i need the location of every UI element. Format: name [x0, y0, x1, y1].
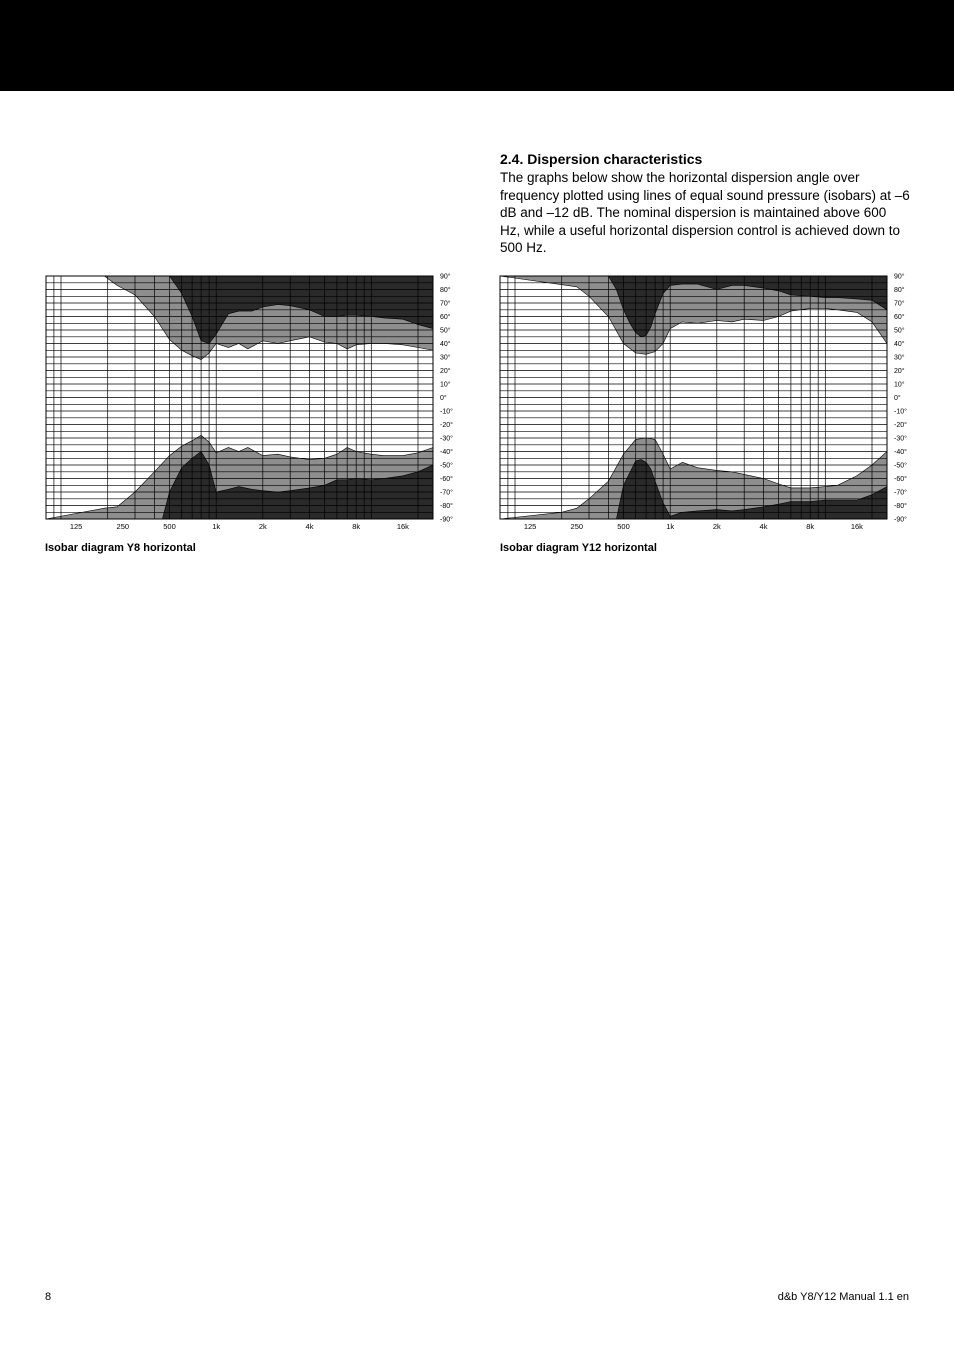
x-tick-label: 250: [117, 522, 130, 531]
y-tick-label: -50°: [894, 462, 907, 470]
isobar-chart-y8-svg: 90° 80° 70° 60° 50° 40° 30° 20° 10° 0° -10° -20° -30…: [45, 273, 453, 531]
x-tick-label: 125: [524, 522, 537, 531]
isobar-lower-minus6-region: [500, 459, 888, 520]
x-tick-label: 4k: [306, 522, 314, 531]
plot-frame: [499, 275, 888, 520]
x-tick-label: 500: [617, 522, 630, 531]
x-tick-label: 2k: [713, 522, 721, 531]
y-tick-label: 80°: [440, 286, 451, 294]
y-tick-label: -10°: [894, 408, 907, 416]
isobar-chart-y12: 90° 80° 70° 60° 50° 40° 30° 20° 10° 0° -10° -20° -30…: [494, 270, 914, 540]
isobar-lower-minus6-region: [46, 451, 434, 520]
page-number: 8: [45, 1291, 52, 1303]
y-tick-label: 90°: [440, 273, 451, 281]
y-tick-label: 20°: [440, 367, 451, 375]
x-tick-label: 1k: [666, 522, 674, 531]
y-tick-label: 70°: [894, 300, 905, 308]
y-tick-label: -10°: [440, 408, 453, 416]
y-tick-label: -80°: [440, 502, 453, 510]
x-tick-label: 8k: [352, 522, 360, 531]
x-tick-label: 1k: [212, 522, 220, 531]
y-tick-label: -70°: [894, 489, 907, 497]
y-tick-label: -20°: [440, 421, 453, 429]
y-tick-label: -30°: [894, 435, 907, 443]
document-title: d&b Y8/Y12 Manual 1.1 en: [777, 1291, 909, 1303]
y-tick-label: 60°: [894, 313, 905, 321]
y-tick-label: -60°: [894, 475, 907, 483]
y-tick-label: 90°: [894, 273, 905, 281]
y-tick-label: 80°: [894, 286, 905, 294]
y-tick-label: -80°: [894, 502, 907, 510]
header-bar: [0, 0, 954, 91]
y-tick-label: 40°: [440, 340, 451, 348]
y-tick-label: -60°: [440, 475, 453, 483]
plot-frame: [45, 275, 434, 520]
x-tick-label: 500: [163, 522, 176, 531]
x-tick-label: 4k: [760, 522, 768, 531]
x-tick-label: 16k: [851, 522, 863, 531]
y-tick-label: 40°: [894, 340, 905, 348]
y-tick-label: -90°: [440, 516, 453, 524]
y-tick-label: 20°: [894, 367, 905, 375]
y-tick-label: 0°: [440, 394, 447, 402]
x-tick-label: 8k: [806, 522, 814, 531]
y-tick-label: 0°: [894, 394, 901, 402]
x-tick-label: 125: [70, 522, 83, 531]
y-tick-label: -20°: [894, 421, 907, 429]
y-tick-label: 10°: [440, 381, 451, 389]
y-tick-label: -40°: [440, 448, 453, 456]
isobar-upper-minus6-region: [500, 275, 888, 338]
y-tick-label: 50°: [894, 327, 905, 335]
chart-caption-y8: Isobar diagram Y8 horizontal: [45, 542, 196, 554]
y-tick-label: -50°: [440, 462, 453, 470]
isobar-chart-y8: 90° 80° 70° 60° 50° 40° 30° 20° 10° 0° -10° -20° -30…: [40, 270, 460, 540]
y-tick-label: -30°: [440, 435, 453, 443]
x-tick-label: 250: [571, 522, 584, 531]
y-tick-label: 70°: [440, 300, 451, 308]
grid-lines: [499, 275, 887, 520]
isobar-chart-y12-svg: 90° 80° 70° 60° 50° 40° 30° 20° 10° 0° -10° -20° -30…: [499, 273, 907, 531]
y-tick-label: 10°: [894, 381, 905, 389]
y-tick-label: -70°: [440, 489, 453, 497]
y-tick-label: 30°: [894, 354, 905, 362]
x-tick-label: 16k: [397, 522, 409, 531]
section-dispersion: 2.4. Dispersion characteristics The grap…: [500, 150, 910, 257]
y-tick-label: 60°: [440, 313, 451, 321]
isobar-upper-minus12-region: [499, 275, 888, 355]
y-tick-label: 50°: [440, 327, 451, 335]
section-title: 2.4. Dispersion characteristics: [500, 151, 703, 167]
x-tick-label: 2k: [259, 522, 267, 531]
y-tick-label: 30°: [440, 354, 451, 362]
y-tick-label: -40°: [894, 448, 907, 456]
section-body-text: The graphs below show the horizontal dis…: [500, 170, 910, 255]
y-tick-label: -90°: [894, 516, 907, 524]
chart-caption-y12: Isobar diagram Y12 horizontal: [500, 542, 657, 554]
